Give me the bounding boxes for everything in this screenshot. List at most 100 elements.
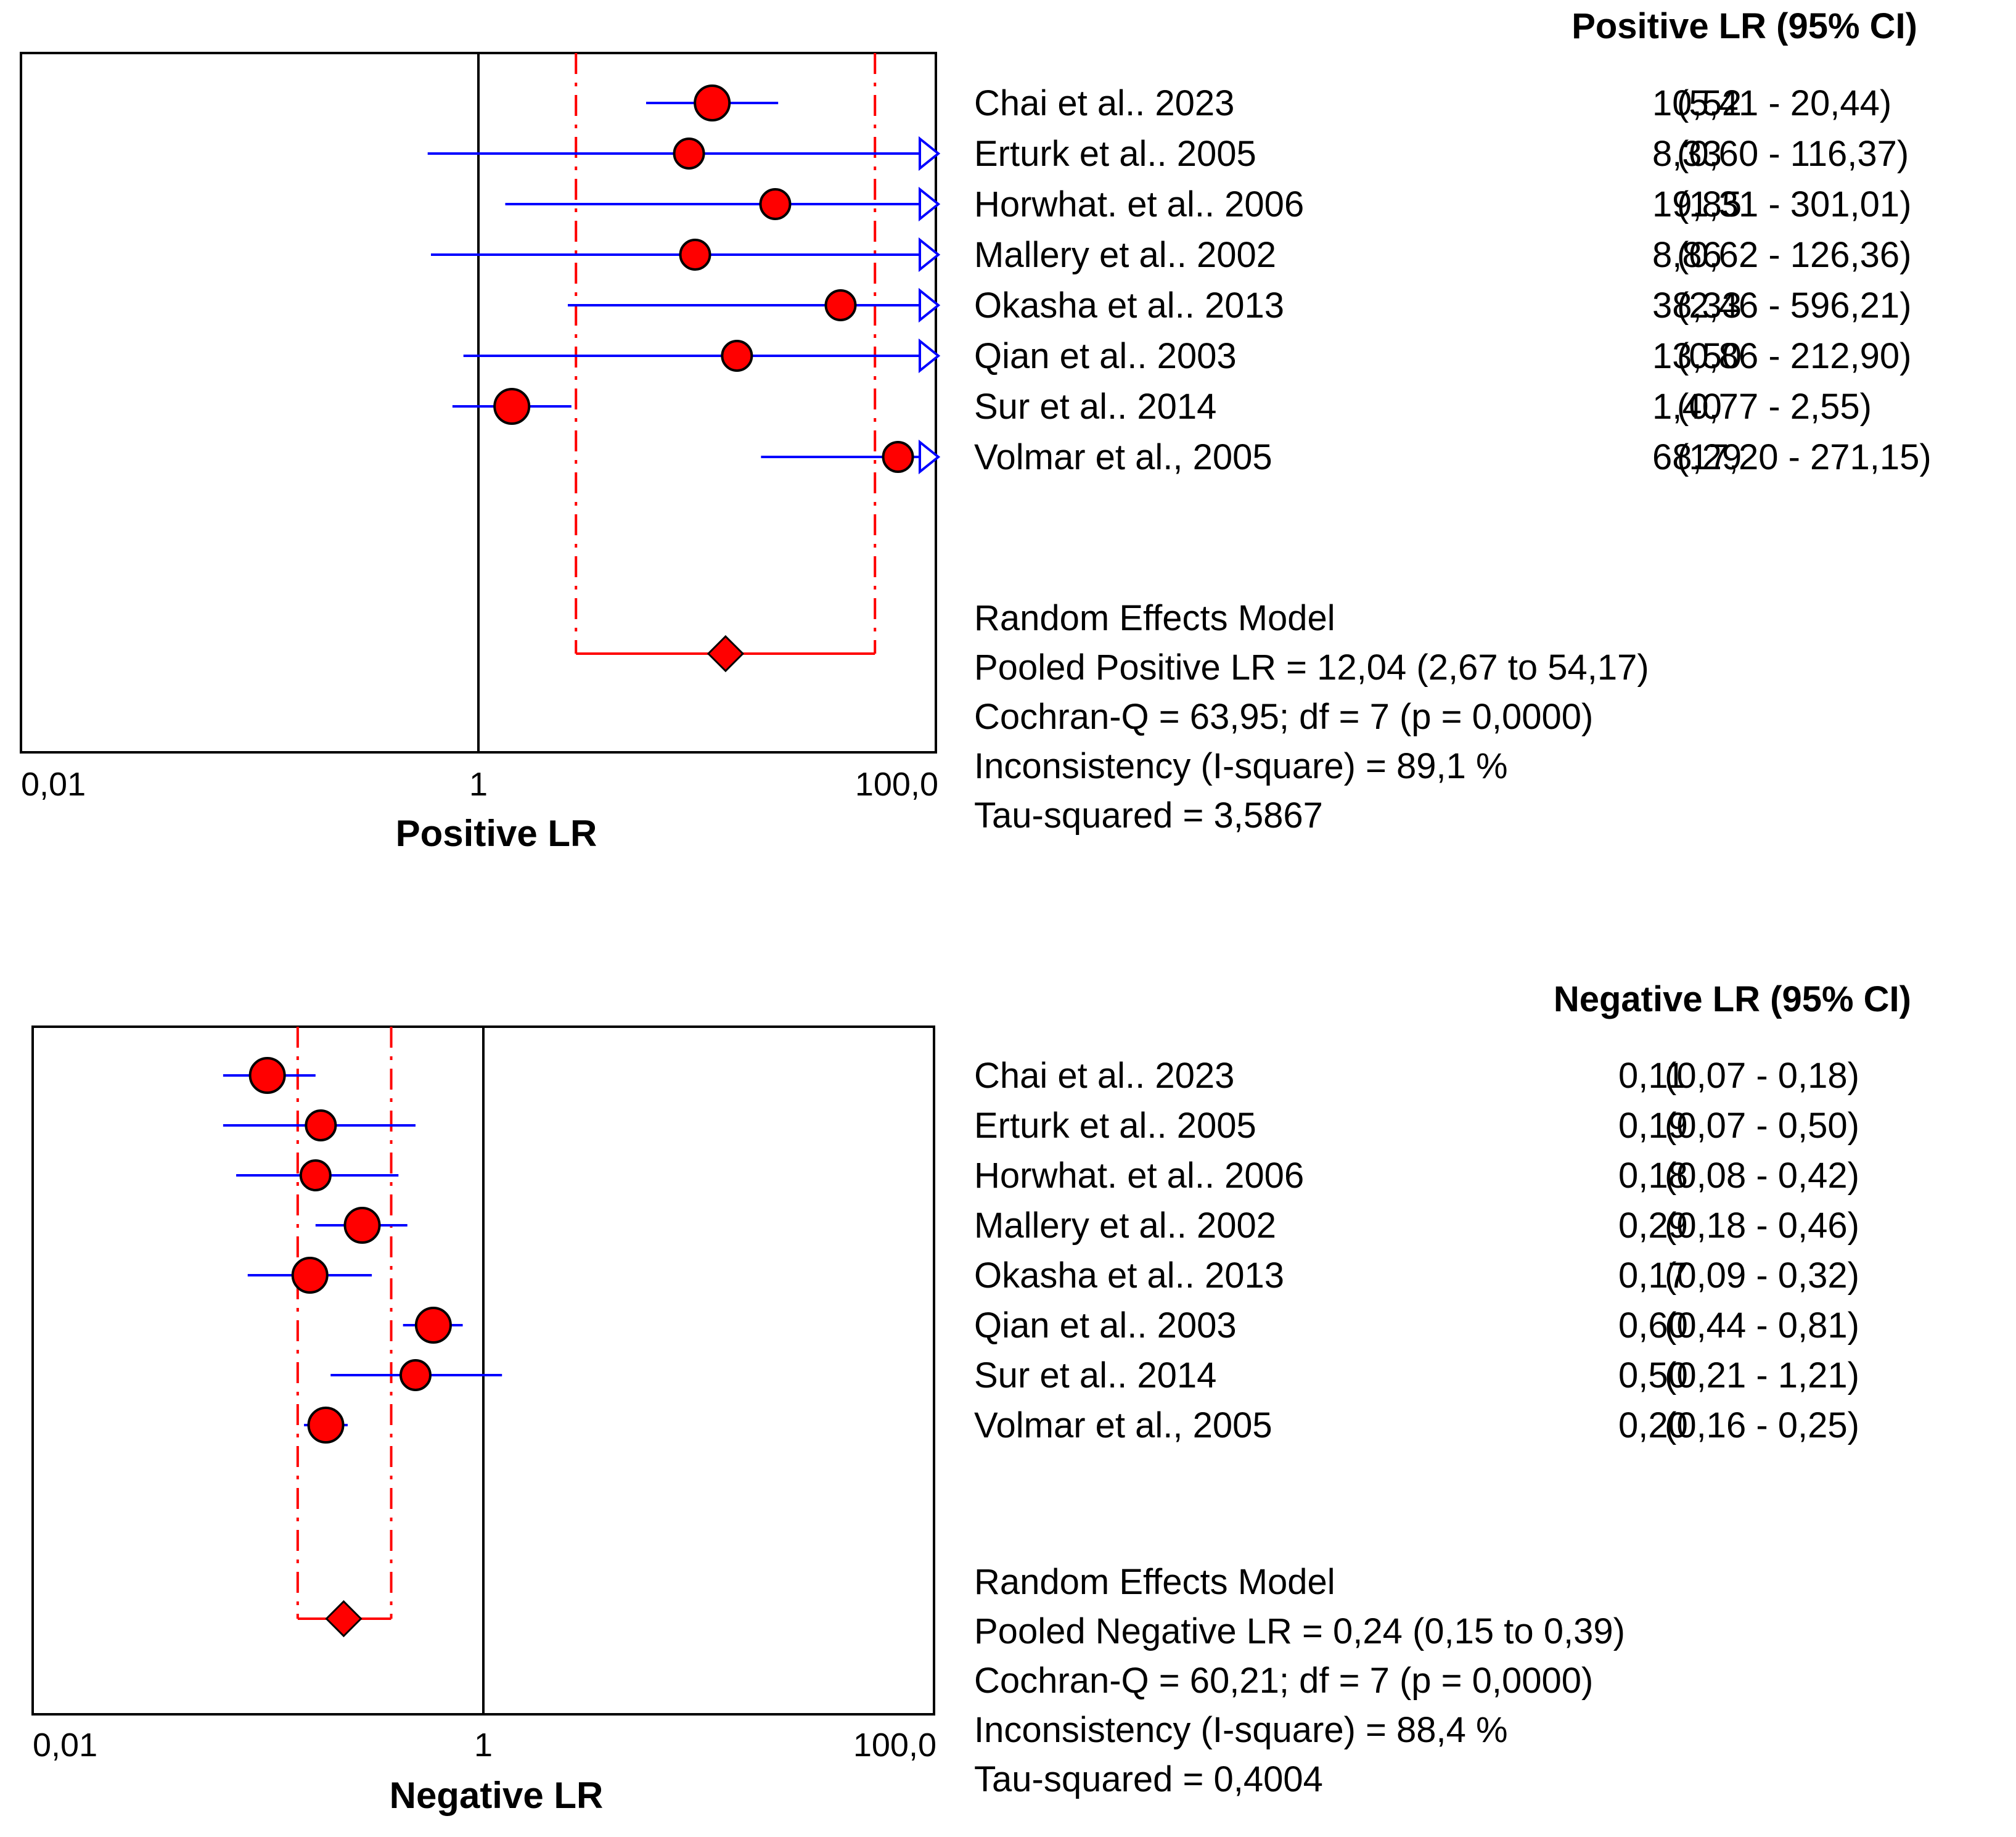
study-label: Sur et al.. 2014	[974, 1355, 1216, 1395]
summary-line: Pooled Negative LR = 0,24 (0,15 to 0,39)	[974, 1611, 1625, 1651]
study-label: Mallery et al.. 2002	[974, 235, 1276, 275]
x-tick-label: 1	[469, 766, 488, 803]
study-ci: (0,07 - 0,18)	[1665, 1056, 1859, 1096]
study-point	[493, 388, 531, 425]
study-label: Chai et al.. 2023	[974, 1056, 1234, 1096]
study-estimate: 8,86	[1652, 235, 1722, 275]
study-label: Volmar et al., 2005	[974, 1405, 1272, 1445]
study-row: Horwhat. et al.. 2006 19,85(1,31 - 301,01…	[505, 184, 1911, 224]
study-ci: (0,77 - 2,55)	[1677, 387, 1872, 427]
study-point	[414, 1307, 452, 1344]
ci-truncation-arrow	[919, 439, 941, 475]
study-label: Qian et al.. 2003	[974, 1305, 1237, 1346]
study-row: Erturk et al.. 2005 0,19(0,07 - 0,50)	[223, 1106, 1859, 1146]
x-tick-label: 100,0	[853, 1727, 936, 1764]
study-estimate: 0,20	[1618, 1405, 1688, 1445]
study-estimate: 0,18	[1618, 1156, 1688, 1196]
ci-truncation-arrow	[919, 338, 941, 374]
study-label: Erturk et al.. 2005	[974, 1106, 1256, 1146]
summary-line: Cochran-Q = 63,95; df = 7 (p = 0,0000)	[974, 697, 1593, 737]
study-label: Okasha et al.. 2013	[974, 286, 1284, 326]
summary-line: Cochran-Q = 60,21; df = 7 (p = 0,0000)	[974, 1661, 1593, 1701]
study-point	[299, 1159, 332, 1191]
study-point	[882, 441, 914, 473]
study-row: Okasha et al.. 2013 0,17(0,09 - 0,32)	[247, 1255, 1859, 1296]
study-point	[694, 84, 731, 121]
study-label: Sur et al.. 2014	[974, 387, 1216, 427]
study-row: Sur et al.. 2014 0,50(0,21 - 1,21)	[330, 1355, 1859, 1395]
study-estimate: 19,85	[1652, 184, 1742, 224]
study-ci: (0,07 - 0,50)	[1665, 1106, 1859, 1146]
study-ci: (0,09 - 0,32)	[1665, 1255, 1859, 1296]
study-label: Horwhat. et al.. 2006	[974, 184, 1304, 224]
summary-line: Tau-squared = 0,4004	[974, 1759, 1323, 1799]
study-point	[305, 1109, 337, 1141]
study-estimate: 10,52	[1652, 83, 1742, 123]
study-estimate: 68,29	[1652, 437, 1742, 477]
study-ci: (0,21 - 1,21)	[1665, 1355, 1859, 1395]
study-row: Okasha et al.. 2013 38,33(2,46 - 596,21)	[568, 286, 1911, 326]
forest-plot-negative-lr: Chai et al.. 2023 0,11(0,07 - 0,18) Erturk…	[31, 979, 1911, 1816]
summary-line: Inconsistency (I-square) = 88,4 %	[974, 1710, 1508, 1750]
x-axis-label: Negative LR	[390, 1775, 604, 1816]
study-estimate: 0,60	[1618, 1305, 1688, 1346]
study-point	[759, 188, 792, 220]
study-estimate: 8,33	[1652, 134, 1722, 174]
study-row: Volmar et al., 2005 0,20(0,16 - 0,25)	[304, 1405, 1859, 1445]
study-row: Erturk et al.. 2005 8,33(0,60 - 116,37)	[427, 134, 1909, 174]
x-tick-label: 0,01	[33, 1727, 97, 1764]
study-row: Mallery et al.. 2002 0,29(0,18 - 0,46)	[315, 1206, 1859, 1246]
study-estimate: 0,11	[1618, 1056, 1686, 1096]
study-ci: (0,62 - 126,36)	[1677, 235, 1911, 275]
study-label: Qian et al.. 2003	[974, 336, 1237, 376]
study-ci: (2,46 - 596,21)	[1677, 286, 1911, 326]
column-header: Negative LR (95% CI)	[1554, 979, 1911, 1019]
summary-line: Random Effects Model	[974, 598, 1335, 638]
study-point	[721, 340, 753, 372]
summary-line: Random Effects Model	[974, 1562, 1335, 1602]
study-ci: (17,20 - 271,15)	[1677, 437, 1932, 477]
study-estimate: 0,29	[1618, 1206, 1688, 1246]
summary-line: Inconsistency (I-square) = 89,1 %	[974, 746, 1508, 786]
summary-line: Pooled Positive LR = 12,04 (2,67 to 54,1…	[974, 647, 1649, 688]
study-estimate: 0,19	[1618, 1106, 1688, 1146]
study-ci: (0,86 - 212,90)	[1677, 336, 1911, 376]
study-point	[679, 239, 711, 271]
study-ci: (1,31 - 301,01)	[1677, 184, 1911, 224]
study-point	[291, 1257, 329, 1294]
study-row: Mallery et al.. 2002 8,86(0,62 - 126,36)	[430, 235, 1911, 275]
study-ci: (0,08 - 0,42)	[1665, 1156, 1859, 1196]
study-label: Horwhat. et al.. 2006	[974, 1156, 1304, 1196]
study-ci: (5,41 - 20,44)	[1677, 83, 1891, 123]
study-point	[673, 138, 705, 170]
study-estimate: 0,17	[1618, 1255, 1688, 1296]
x-tick-label: 100,0	[855, 766, 938, 803]
study-row: Volmar et al., 2005 68,29(17,20 - 271,15)	[761, 437, 1932, 477]
summary-line: Tau-squared = 3,5867	[974, 795, 1323, 836]
study-estimate: 13,50	[1652, 336, 1742, 376]
study-ci: (0,44 - 0,81)	[1665, 1305, 1859, 1346]
ci-truncation-arrow	[919, 237, 941, 273]
study-row: Qian et al.. 2003 13,50(0,86 - 212,90)	[463, 336, 1911, 376]
study-row: Horwhat. et al.. 2006 0,18(0,08 - 0,42)	[236, 1156, 1859, 1196]
pooled-estimate-diamond	[707, 635, 745, 673]
study-row: Chai et al.. 2023 0,11(0,07 - 0,18)	[223, 1056, 1859, 1096]
x-tick-label: 0,01	[21, 766, 86, 803]
study-point	[343, 1207, 381, 1244]
study-estimate: 38,33	[1652, 286, 1742, 326]
x-tick-label: 1	[474, 1727, 493, 1764]
study-label: Chai et al.. 2023	[974, 83, 1234, 123]
forest-plot-positive-lr: Chai et al.. 2023 10,52(5,41 - 20,44) Ertu…	[20, 6, 1932, 854]
ci-truncation-arrow	[919, 186, 941, 222]
study-point	[399, 1359, 432, 1391]
pooled-estimate-diamond	[325, 1600, 363, 1638]
study-point	[248, 1057, 286, 1094]
study-ci: (0,16 - 0,25)	[1665, 1405, 1859, 1445]
study-point	[824, 289, 857, 321]
study-ci: (0,60 - 116,37)	[1677, 134, 1909, 174]
study-label: Erturk et al.. 2005	[974, 134, 1256, 174]
study-row: Sur et al.. 2014 1,40(0,77 - 2,55)	[452, 387, 1872, 427]
ci-truncation-arrow	[919, 136, 941, 171]
study-row: Qian et al.. 2003 0,60(0,44 - 0,81)	[403, 1305, 1859, 1346]
